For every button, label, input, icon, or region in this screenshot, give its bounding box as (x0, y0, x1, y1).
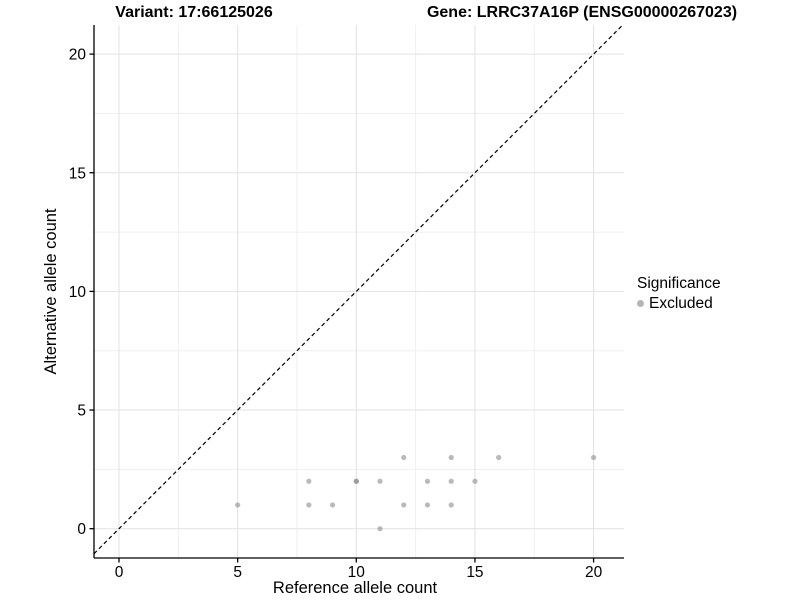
y-tick-label: 20 (69, 47, 87, 64)
legend: Significance Excluded (637, 274, 721, 313)
x-tick-label: 10 (348, 564, 366, 581)
x-tick-label: 15 (466, 564, 483, 581)
data-point (496, 454, 502, 461)
y-tick-label: 15 (69, 165, 86, 182)
plot-title-variant: Variant: 17:66125026 (115, 4, 273, 21)
data-point (377, 478, 383, 484)
y-tick-label: 5 (77, 403, 86, 420)
data-point (472, 478, 478, 484)
legend-title: Significance (637, 275, 721, 292)
data-point (353, 478, 359, 484)
y-axis-title: Alternative allele count (42, 208, 60, 374)
data-point (377, 526, 383, 532)
data-point (235, 502, 241, 508)
data-point (329, 502, 336, 508)
legend-point-icon (637, 300, 644, 307)
series-excluded (235, 454, 597, 532)
data-point (591, 454, 597, 461)
x-axis-title: Reference allele count (273, 579, 438, 597)
y-tick-label: 0 (77, 521, 86, 538)
x-tick-label: 20 (585, 564, 603, 581)
data-point (448, 478, 454, 484)
data-point (424, 502, 431, 508)
x-tick-label: 5 (233, 564, 242, 581)
x-tick-label: 0 (115, 564, 124, 581)
data-point (306, 478, 312, 484)
y-tick-label: 10 (69, 284, 87, 301)
plot-title-gene: Gene: LRRC37A16P (ENSG00000267023) (426, 4, 738, 21)
data-point (401, 502, 407, 508)
data-point (306, 502, 312, 508)
identity-dashed-line (93, 24, 624, 555)
legend-item-label: Excluded (649, 295, 713, 312)
data-point (448, 454, 454, 461)
grid-major (94, 25, 624, 558)
data-point (401, 454, 407, 461)
legend-item-excluded: Excluded (637, 294, 721, 313)
data-point (448, 502, 454, 508)
data-point (424, 478, 431, 484)
